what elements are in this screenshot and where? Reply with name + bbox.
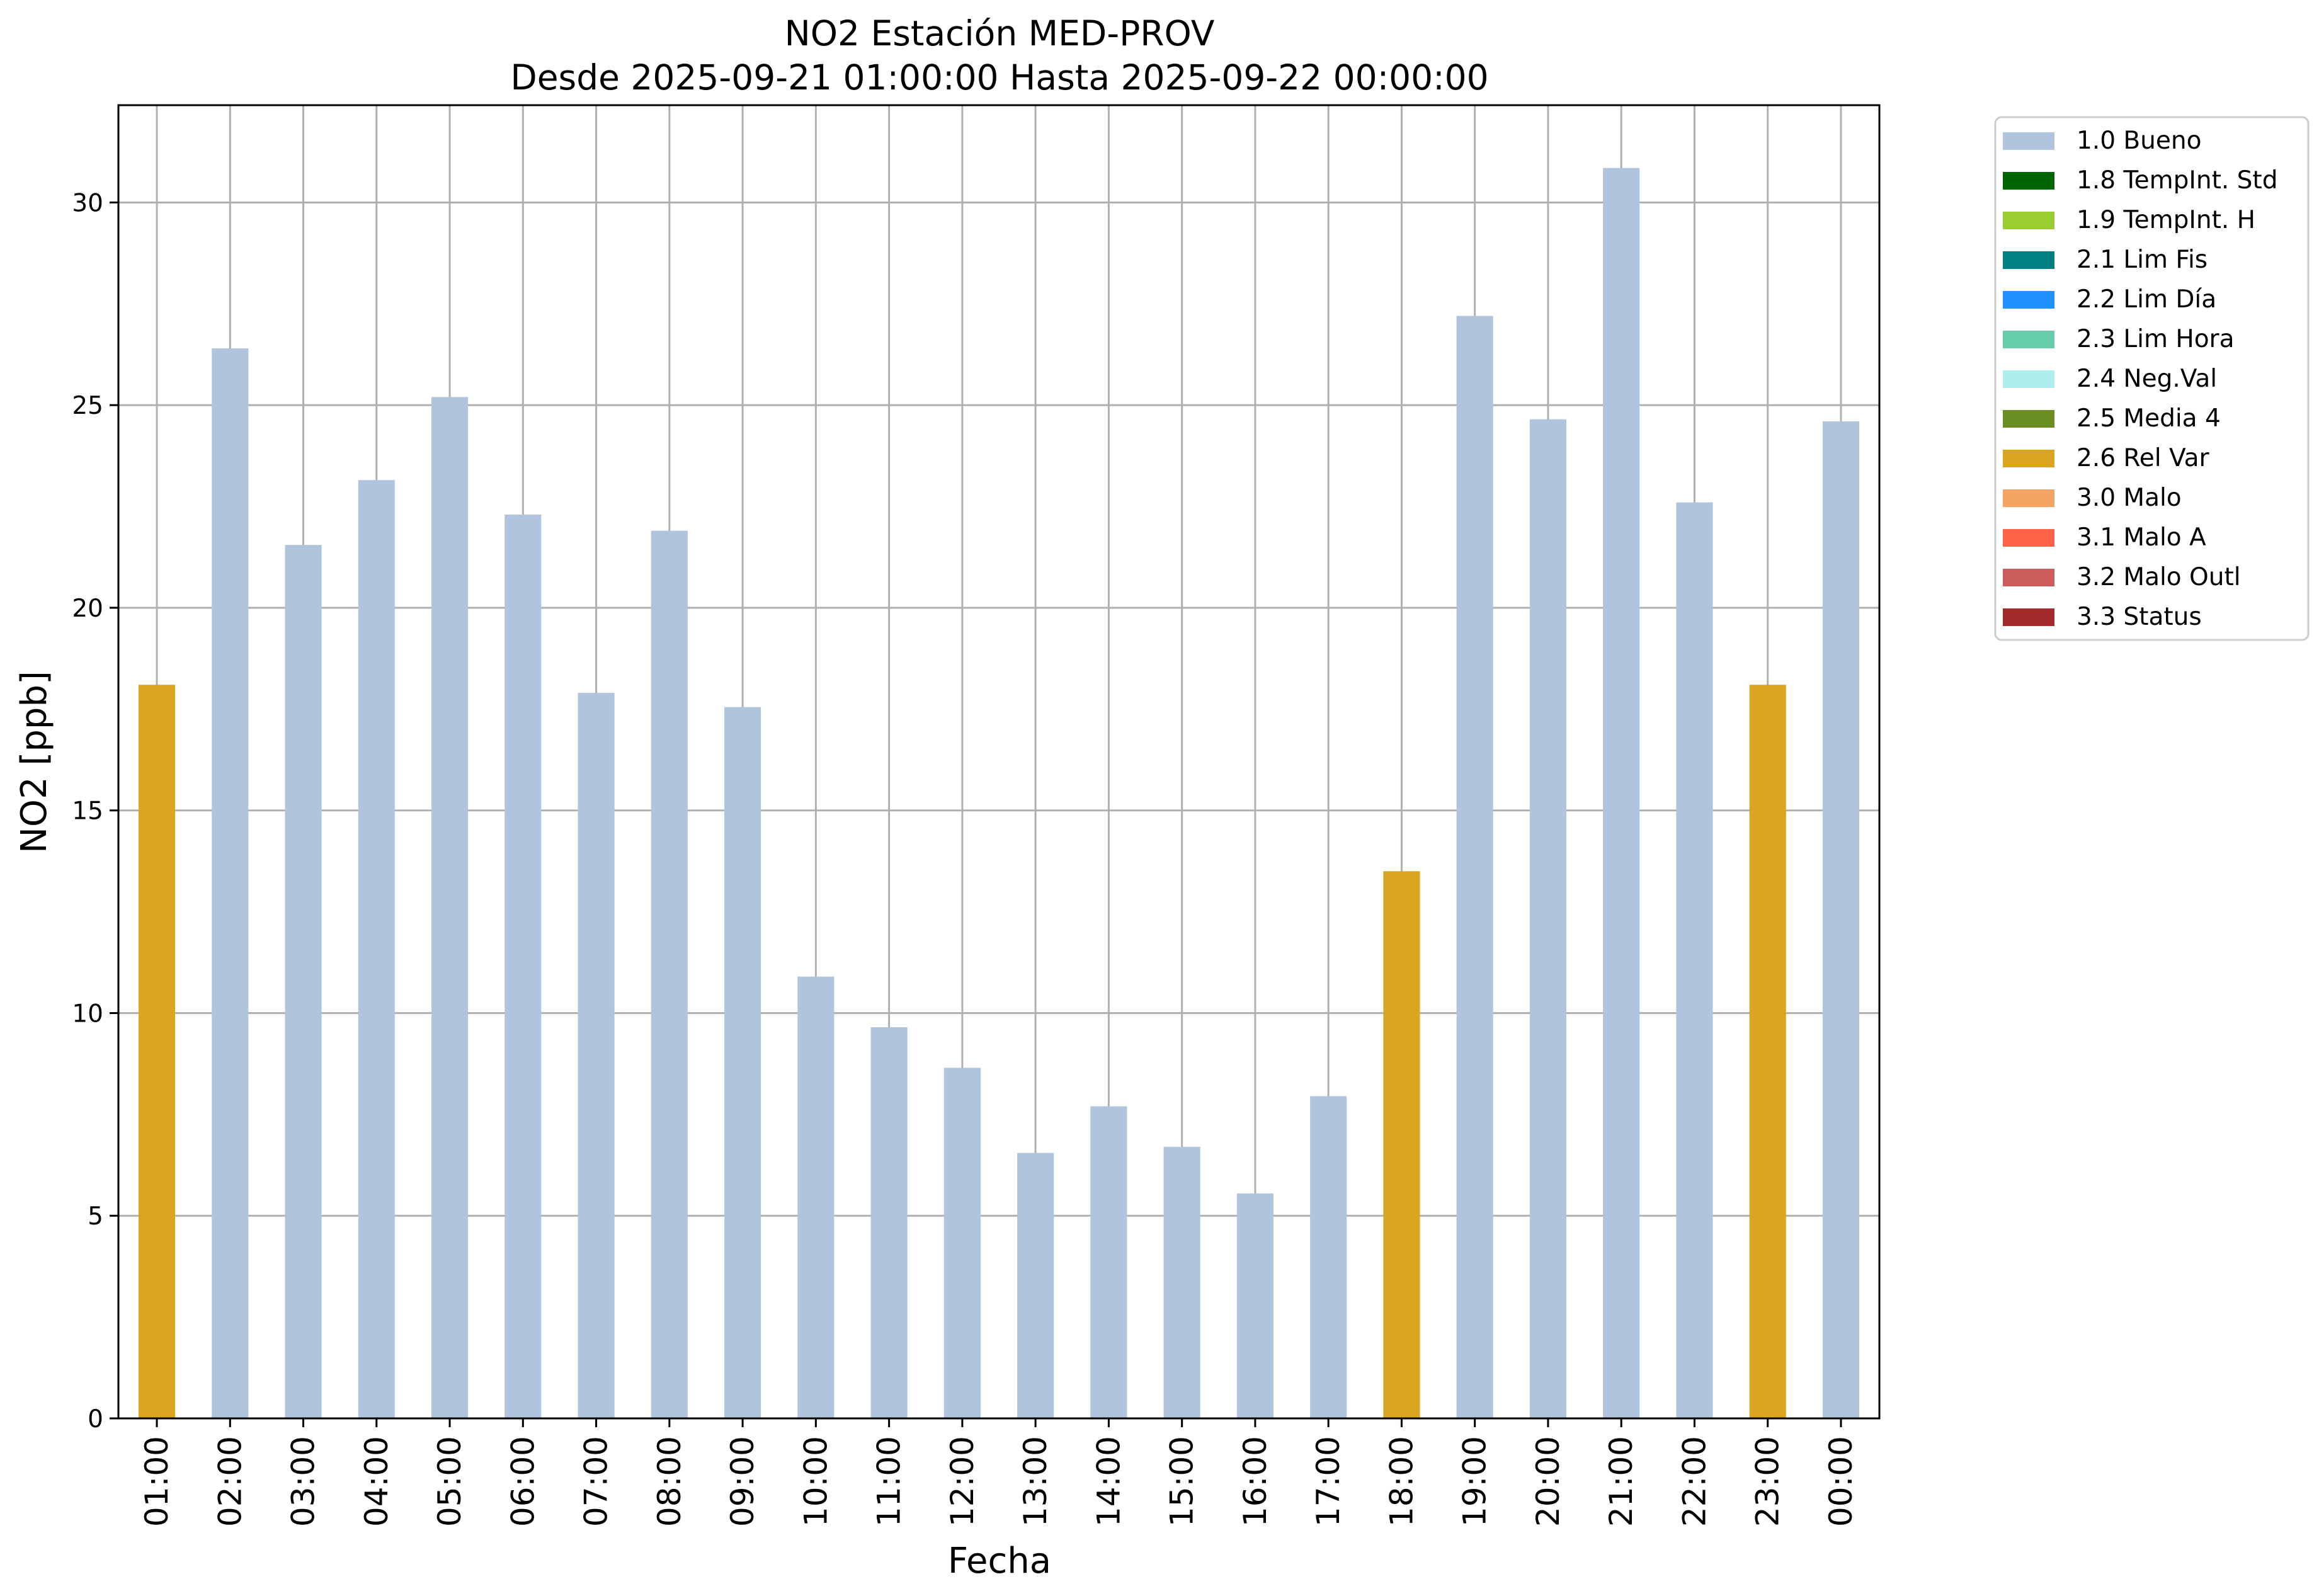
bar <box>138 685 176 1418</box>
x-tick-label: 14:00 <box>1090 1436 1127 1527</box>
y-tick-label: 25 <box>72 392 103 420</box>
bar <box>1090 1106 1127 1418</box>
bar <box>431 397 469 1419</box>
y-tick-label: 5 <box>88 1202 103 1231</box>
bar <box>1163 1146 1200 1418</box>
x-tick-label: 04:00 <box>358 1436 395 1527</box>
x-tick-label: 01:00 <box>139 1436 175 1527</box>
legend-swatch <box>2003 172 2054 190</box>
bar <box>797 976 835 1418</box>
bar <box>1310 1096 1347 1418</box>
bar <box>358 480 395 1418</box>
legend-swatch <box>2003 331 2054 348</box>
legend-label: 2.6 Rel Var <box>2077 444 2210 472</box>
x-tick-label: 10:00 <box>797 1436 834 1527</box>
y-tick-label: 30 <box>72 189 103 217</box>
x-tick-label: 17:00 <box>1310 1436 1347 1527</box>
bar <box>724 707 761 1418</box>
legend-swatch <box>2003 291 2054 309</box>
x-tick-label: 20:00 <box>1530 1436 1566 1527</box>
y-tick-label: 0 <box>88 1405 103 1434</box>
legend-label: 3.2 Malo Outl <box>2077 563 2241 591</box>
x-tick-label: 16:00 <box>1237 1436 1273 1527</box>
x-tick-label: 03:00 <box>285 1436 322 1527</box>
legend-label: 3.0 Malo <box>2077 484 2182 512</box>
bar <box>1676 502 1713 1418</box>
legend-label: 1.9 TempInt. H <box>2077 206 2255 234</box>
x-tick-label: 09:00 <box>724 1436 761 1527</box>
x-tick-label: 23:00 <box>1750 1436 1786 1527</box>
x-tick-label: 13:00 <box>1017 1436 1054 1527</box>
bar <box>1017 1153 1054 1418</box>
bar <box>1456 316 1493 1418</box>
legend-label: 1.8 TempInt. Std <box>2077 166 2277 195</box>
legend-label: 2.5 Media 4 <box>2077 404 2221 433</box>
bars <box>138 168 1860 1419</box>
legend-swatch <box>2003 370 2054 388</box>
legend-swatch <box>2003 212 2054 229</box>
legend-swatch <box>2003 132 2054 150</box>
chart-subtitle: Desde 2025-09-21 01:00:00 Hasta 2025-09-… <box>510 57 1488 98</box>
legend-swatch <box>2003 529 2054 547</box>
legend-swatch <box>2003 608 2054 626</box>
bar <box>1236 1193 1273 1418</box>
legend-box <box>1994 116 2310 641</box>
x-tick-label: 11:00 <box>871 1436 908 1527</box>
x-axis-ticks: 01:00 02:00 03:00 04:00 05:00 06:00 07:00 08:00… <box>139 1418 1859 1527</box>
x-tick-label: 22:00 <box>1676 1436 1712 1527</box>
y-axis-label: NO2 [ppb] <box>14 671 55 853</box>
legend-label: 3.3 Status <box>2077 603 2202 631</box>
legend-label: 2.2 Lim Día <box>2077 285 2216 314</box>
x-tick-label: 12:00 <box>944 1436 981 1527</box>
x-tick-label: 06:00 <box>504 1436 541 1527</box>
legend-label: 1.0 Bueno <box>2077 127 2201 155</box>
x-tick-label: 19:00 <box>1457 1436 1493 1527</box>
x-tick-label: 02:00 <box>212 1436 248 1527</box>
bar <box>285 545 322 1419</box>
x-tick-label: 00:00 <box>1823 1436 1859 1527</box>
bar <box>651 530 688 1418</box>
y-axis-ticks: 0 5 10 15 20 25 30 <box>72 189 118 1434</box>
bar <box>1529 419 1566 1419</box>
bar <box>1383 871 1420 1418</box>
x-tick-label: 18:00 <box>1383 1436 1420 1527</box>
legend-label: 2.4 Neg.Val <box>2077 365 2217 393</box>
x-tick-label: 08:00 <box>651 1436 688 1527</box>
y-tick-label: 10 <box>72 1000 103 1028</box>
legend-swatch <box>2003 251 2054 269</box>
legend-swatch <box>2003 450 2054 467</box>
x-tick-label: 21:00 <box>1603 1436 1639 1527</box>
legend-label: 2.1 Lim Fis <box>2077 246 2208 274</box>
y-tick-label: 20 <box>72 595 103 623</box>
bar <box>212 348 249 1418</box>
bar <box>578 693 615 1418</box>
x-tick-label: 15:00 <box>1164 1436 1200 1527</box>
chart-title: NO2 Estación MED-PROV <box>785 13 1215 54</box>
x-tick-label: 05:00 <box>431 1436 468 1527</box>
bar <box>504 514 542 1419</box>
legend-label: 2.3 Lim Hora <box>2077 325 2235 353</box>
y-tick-label: 15 <box>72 797 103 826</box>
legend-swatch <box>2003 410 2054 428</box>
bar <box>1749 685 1786 1418</box>
x-tick-label: 07:00 <box>578 1436 615 1527</box>
bar <box>1822 421 1860 1418</box>
legend-label: 3.1 Malo A <box>2077 523 2206 552</box>
legend-items: 1.0 Bueno 1.8 TempInt. Std 1.9 TempInt. H 2… <box>2003 127 2277 631</box>
legend-swatch <box>2003 569 2054 586</box>
legend: 1.0 Bueno 1.8 TempInt. Std 1.9 TempInt. H 2… <box>1994 116 2310 641</box>
legend-swatch <box>2003 489 2054 507</box>
bar <box>870 1027 908 1418</box>
bar <box>943 1068 981 1418</box>
bar <box>1603 168 1640 1418</box>
x-axis-label: Fecha <box>948 1541 1051 1582</box>
plot-frame <box>117 104 1881 1420</box>
